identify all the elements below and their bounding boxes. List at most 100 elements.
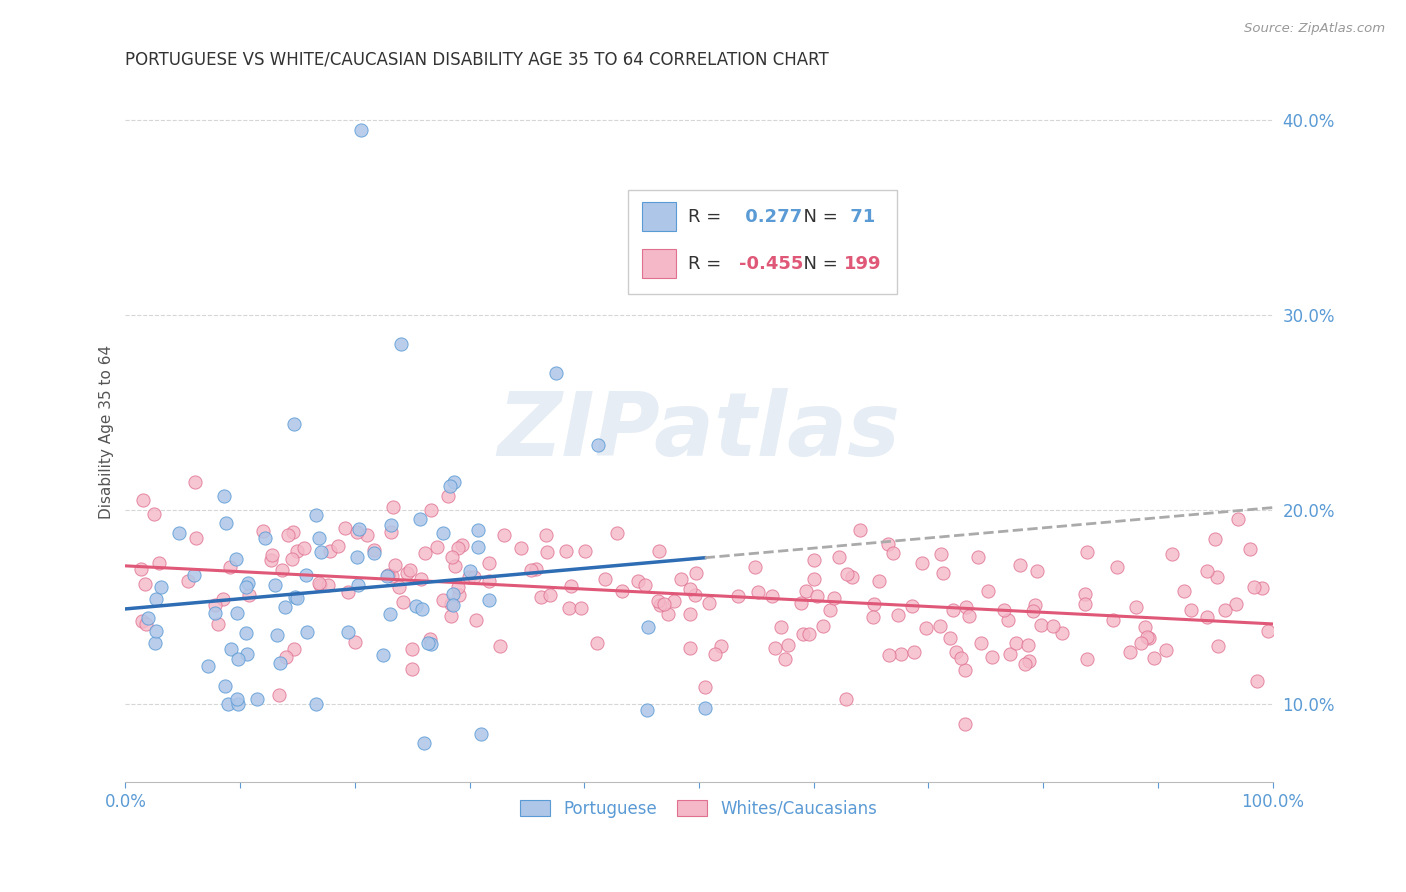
Point xyxy=(318,543,340,558)
Point xyxy=(467,523,489,537)
Point xyxy=(1143,651,1166,665)
Point xyxy=(148,556,170,570)
Point xyxy=(657,607,679,621)
Point xyxy=(1206,569,1229,583)
Point xyxy=(544,367,567,381)
Point xyxy=(356,528,378,542)
Point xyxy=(308,531,330,545)
Point xyxy=(1246,674,1268,689)
Point xyxy=(1135,620,1157,634)
Point xyxy=(648,599,671,613)
Point xyxy=(606,525,628,540)
Point xyxy=(439,479,461,493)
Point xyxy=(238,588,260,602)
Point xyxy=(416,636,439,650)
Point xyxy=(1074,587,1097,601)
Point xyxy=(252,524,274,538)
Point xyxy=(177,574,200,588)
Point xyxy=(401,662,423,676)
Point xyxy=(215,516,238,530)
Point xyxy=(167,526,190,541)
Legend: Portuguese, Whites/Caucasians: Portuguese, Whites/Caucasians xyxy=(513,793,884,824)
Point xyxy=(273,599,295,614)
Text: ZIPatlas: ZIPatlas xyxy=(498,388,900,475)
Point xyxy=(976,583,998,598)
Text: N =: N = xyxy=(792,208,844,226)
Point xyxy=(823,591,845,606)
Point xyxy=(790,595,813,609)
Point xyxy=(510,541,533,555)
Point xyxy=(283,641,305,656)
Point xyxy=(197,658,219,673)
Point xyxy=(381,569,404,583)
Point xyxy=(637,620,659,634)
Point xyxy=(1018,654,1040,668)
Point xyxy=(863,597,886,611)
Point xyxy=(770,620,793,634)
Point xyxy=(1160,547,1182,561)
Point xyxy=(1052,625,1074,640)
Point xyxy=(901,599,924,613)
Point xyxy=(347,578,370,592)
Point xyxy=(679,582,702,597)
Point xyxy=(1206,639,1229,653)
Point xyxy=(710,640,733,654)
Point xyxy=(803,572,825,586)
Point xyxy=(347,522,370,536)
Point xyxy=(411,602,433,616)
Point xyxy=(993,602,1015,616)
Point xyxy=(524,562,547,576)
Point xyxy=(945,645,967,659)
Point xyxy=(574,544,596,558)
Point xyxy=(903,645,925,659)
Point xyxy=(876,537,898,551)
Point xyxy=(344,635,367,649)
Point xyxy=(652,597,675,611)
Point xyxy=(703,648,725,662)
Point xyxy=(253,531,276,545)
Point xyxy=(1239,541,1261,556)
Point xyxy=(1119,645,1142,659)
Point xyxy=(432,593,454,607)
Point xyxy=(1204,532,1226,546)
Point xyxy=(283,524,305,539)
Point xyxy=(981,650,1004,665)
Point xyxy=(678,641,700,656)
Point xyxy=(1180,603,1202,617)
Point xyxy=(818,602,841,616)
Text: Source: ZipAtlas.com: Source: ZipAtlas.com xyxy=(1244,22,1385,36)
Point xyxy=(887,608,910,623)
Point xyxy=(283,417,305,431)
Point xyxy=(236,648,259,662)
Point xyxy=(849,523,872,537)
Point xyxy=(834,692,856,706)
Point xyxy=(679,607,702,621)
Point xyxy=(997,613,1019,627)
Point xyxy=(260,553,283,567)
Point xyxy=(226,692,249,706)
Point xyxy=(1125,599,1147,614)
Point xyxy=(135,617,157,632)
Point xyxy=(464,613,486,627)
Point xyxy=(437,489,460,503)
Point xyxy=(183,568,205,582)
Point xyxy=(648,544,671,558)
Point xyxy=(1227,512,1250,526)
Point xyxy=(910,556,932,570)
Point xyxy=(225,552,247,566)
Point xyxy=(811,619,834,633)
Point xyxy=(478,556,501,570)
Point xyxy=(375,569,398,583)
Point xyxy=(463,570,485,584)
Point xyxy=(277,528,299,542)
Point xyxy=(336,585,359,599)
Point xyxy=(470,727,492,741)
Point xyxy=(266,627,288,641)
Point xyxy=(443,558,465,573)
Point xyxy=(593,572,616,586)
Point xyxy=(309,578,332,592)
Point xyxy=(949,651,972,665)
Point xyxy=(1250,581,1272,595)
Point xyxy=(794,583,817,598)
Point xyxy=(773,652,796,666)
